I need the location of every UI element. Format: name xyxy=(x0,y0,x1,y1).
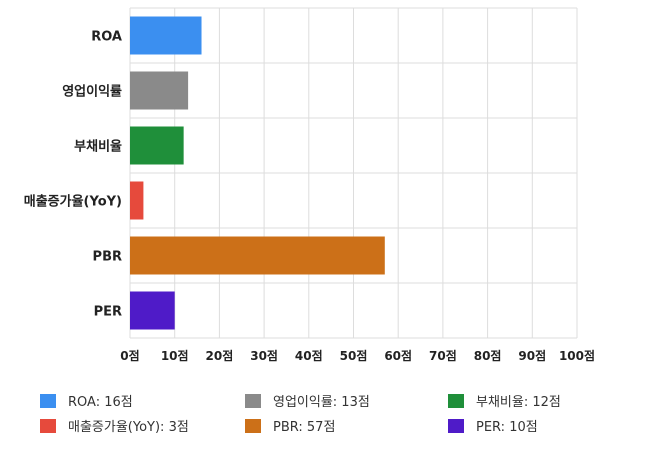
bar-3 xyxy=(130,181,144,220)
legend-swatch-1 xyxy=(245,394,261,408)
x-tick-label-0: 0점 xyxy=(120,348,139,363)
legend-label-0: ROA: 16점 xyxy=(68,395,133,410)
x-tick-label-1: 10점 xyxy=(161,348,189,363)
category-label-4: PBR xyxy=(93,250,122,265)
legend-label-2: 부채비율: 12점 xyxy=(476,395,561,410)
x-tick-label-7: 70점 xyxy=(429,348,457,363)
x-tick-label-2: 20점 xyxy=(206,348,234,363)
bar-4 xyxy=(130,236,385,275)
x-tick-label-6: 60점 xyxy=(384,348,412,363)
x-tick-label-3: 30점 xyxy=(250,348,278,363)
x-tick-label-5: 50점 xyxy=(340,348,368,363)
legend-swatch-0 xyxy=(40,394,56,408)
category-label-1: 영업이익률 xyxy=(62,84,122,100)
category-label-3: 매출증가율(YoY) xyxy=(24,194,122,210)
legend-swatch-3 xyxy=(40,419,56,433)
bar-5 xyxy=(130,291,175,330)
x-tick-label-10: 100점 xyxy=(559,348,595,363)
bar-1 xyxy=(130,71,189,110)
category-label-0: ROA xyxy=(91,30,122,45)
bars xyxy=(130,16,385,330)
x-tick-label-9: 90점 xyxy=(518,348,546,363)
legend-label-3: 매출증가율(YoY): 3점 xyxy=(68,420,189,435)
legend-label-4: PBR: 57점 xyxy=(273,420,335,435)
legend-label-5: PER: 10점 xyxy=(476,420,538,435)
grid-lines xyxy=(129,7,578,339)
legend-label-1: 영업이익률: 13점 xyxy=(273,395,370,410)
category-label-2: 부채비율 xyxy=(74,139,122,155)
bar-2 xyxy=(130,126,184,165)
x-tick-label-8: 80점 xyxy=(474,348,502,363)
legend-swatch-4 xyxy=(245,419,261,433)
bar-0 xyxy=(130,16,202,55)
legend-swatch-2 xyxy=(448,394,464,408)
x-axis-ticks: 0점 10점 20점 30점 40점 50점 60점 70점 80점 90점 100점 xyxy=(120,348,595,363)
category-label-5: PER xyxy=(94,305,122,320)
legend-swatch-5 xyxy=(448,419,464,433)
x-tick-label-4: 40점 xyxy=(295,348,323,363)
